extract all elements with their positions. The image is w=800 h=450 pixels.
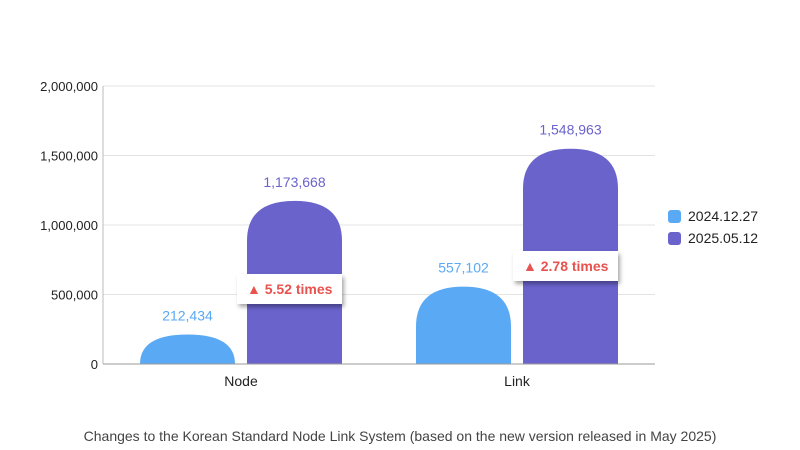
- legend-swatch: [668, 231, 681, 245]
- legend-label: 2025.05.12: [688, 230, 759, 246]
- data-label: 212,434: [162, 307, 213, 323]
- y-axis-ticks: 0 500,000 1,000,000 1,500,000 2,000,000: [40, 79, 98, 372]
- bar-link-0: [416, 286, 511, 364]
- x-axis-categories: Node Link: [224, 373, 531, 389]
- y-tick-label: 1,500,000: [40, 149, 98, 164]
- x-category-label: Link: [504, 373, 531, 389]
- y-tick-label: 1,000,000: [40, 218, 98, 233]
- y-tick-label: 500,000: [51, 288, 98, 303]
- legend-label: 2024.12.27: [688, 208, 759, 224]
- data-labels: 212,434 1,173,668 557,102 1,548,963: [162, 122, 602, 324]
- data-label: 1,548,963: [539, 122, 601, 138]
- annotation-link-ratio: ▲ 2.78 times: [513, 251, 619, 281]
- legend: 2024.12.27 2025.05.12: [668, 205, 758, 249]
- chart-caption: Changes to the Korean Standard Node Link…: [83, 428, 717, 444]
- data-label: 557,102: [438, 260, 489, 276]
- y-tick-label: 0: [91, 357, 98, 372]
- annotation-node-ratio: ▲ 5.52 times: [237, 274, 343, 304]
- legend-item: 2024.12.27: [668, 205, 758, 227]
- x-category-label: Node: [224, 373, 258, 389]
- data-label: 1,173,668: [263, 174, 325, 190]
- legend-swatch: [668, 209, 681, 223]
- legend-item: 2025.05.12: [668, 227, 758, 249]
- bar-node-0: [140, 334, 235, 364]
- y-tick-label: 2,000,000: [40, 79, 98, 94]
